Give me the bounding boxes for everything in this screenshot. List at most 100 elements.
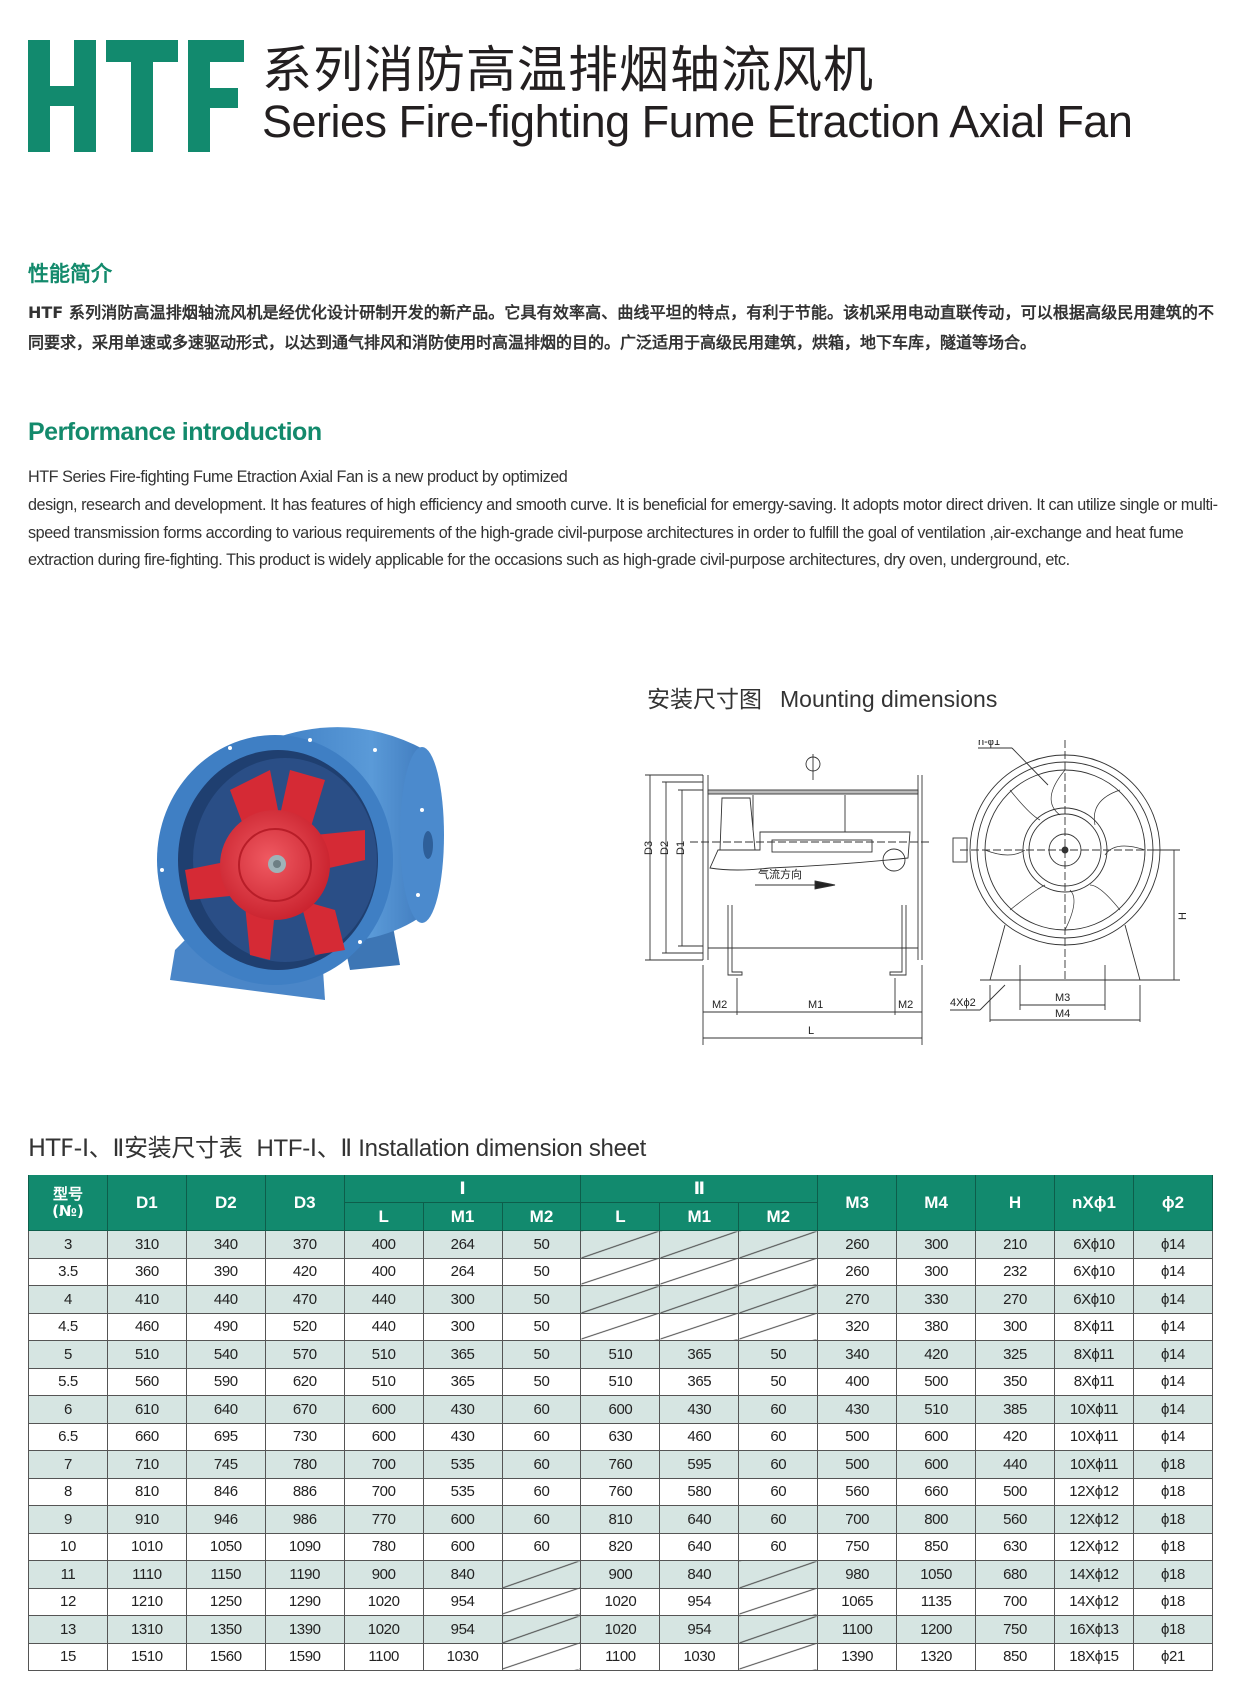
table-cell: 16Xϕ13	[1053, 1615, 1134, 1644]
table-cell: 300	[422, 1285, 503, 1314]
table-cell: 6	[28, 1395, 108, 1424]
table-cell: 510	[896, 1395, 977, 1424]
front-view-drawing: M3 M4 4Xϕ2 H n-ϕ1	[950, 740, 1189, 1022]
table-cell: 470	[264, 1285, 345, 1314]
table-cell: 700	[343, 1477, 424, 1506]
table-cell: 60	[738, 1450, 819, 1479]
table-cell: 4	[28, 1285, 108, 1314]
col-model-no: 型号 (№)	[28, 1175, 108, 1231]
table-cell: 380	[896, 1312, 977, 1341]
table-cell: 460	[106, 1312, 187, 1341]
table-cell: 8Xϕ11	[1053, 1367, 1134, 1396]
table-cell: 440	[185, 1285, 266, 1314]
table-cell: 1110	[106, 1560, 187, 1589]
table-cell: 800	[896, 1505, 977, 1534]
not-applicable-cell	[580, 1285, 661, 1314]
table-row: 5 510 540 570 510 365 50 510 365 50 340 420 325 8Xϕ11…	[28, 1340, 1214, 1369]
table-cell: ϕ14	[1132, 1285, 1214, 1314]
table-cell: 1200	[896, 1615, 977, 1644]
m2-left-label: M2	[712, 999, 727, 1011]
section-heading-en: Performance introduction	[28, 418, 322, 446]
not-applicable-cell	[738, 1642, 819, 1671]
table-cell: 660	[106, 1422, 187, 1451]
table-cell: 400	[817, 1367, 898, 1396]
table-cell: 560	[817, 1477, 898, 1506]
table-cell: 8	[28, 1477, 108, 1506]
table-cell: 270	[975, 1285, 1055, 1314]
m4-label: M4	[1055, 1008, 1070, 1020]
table-cell: 440	[343, 1285, 424, 1314]
table-cell: 640	[659, 1505, 740, 1534]
table-cell: 1050	[185, 1532, 266, 1561]
table-cell: 500	[896, 1367, 977, 1396]
table-cell: 1190	[264, 1560, 345, 1589]
table-cell: 600	[580, 1395, 661, 1424]
table-cell: 600	[343, 1395, 424, 1424]
table-cell: 510	[343, 1367, 424, 1396]
table-cell: 510	[580, 1340, 661, 1369]
table-cell: 600	[343, 1422, 424, 1451]
table-cell: 1010	[106, 1532, 187, 1561]
table-cell: 18Xϕ15	[1053, 1642, 1134, 1671]
not-applicable-cell	[738, 1285, 819, 1314]
not-applicable-cell	[738, 1230, 819, 1259]
table-cell: 10Xϕ11	[1053, 1422, 1134, 1451]
not-applicable-cell	[659, 1230, 740, 1259]
not-applicable-cell	[501, 1560, 582, 1589]
table-cell: 1390	[264, 1615, 345, 1644]
not-applicable-cell	[580, 1257, 661, 1286]
col-d1: D1	[106, 1175, 187, 1231]
mounting-dimensions-title: 安装尺寸图 Mounting dimensions	[647, 680, 997, 714]
table-cell: 1310	[106, 1615, 187, 1644]
not-applicable-cell	[659, 1257, 740, 1286]
table-cell: 710	[106, 1450, 187, 1479]
table-cell: ϕ18	[1132, 1505, 1214, 1534]
table-cell: 264	[422, 1257, 503, 1286]
table-cell: 300	[422, 1312, 503, 1341]
table-cell: 500	[817, 1422, 898, 1451]
table-cell: 260	[817, 1257, 898, 1286]
table-cell: 385	[975, 1395, 1055, 1424]
table-cell: 1210	[106, 1587, 187, 1616]
table-cell: 535	[422, 1477, 503, 1506]
table-cell: 1090	[264, 1532, 345, 1561]
intro-paragraph-en: HTF Series Fire-fighting Fume Etraction …	[28, 464, 1218, 575]
table-cell: 50	[501, 1285, 582, 1314]
table-cell: 1510	[106, 1642, 187, 1671]
mounting-title-cn: 安装尺寸图	[647, 687, 762, 713]
table-cell: 750	[975, 1615, 1055, 1644]
table-cell: 1020	[580, 1587, 661, 1616]
table-cell: 310	[106, 1230, 187, 1259]
table-cell: 10	[28, 1532, 108, 1561]
table-cell: 7	[28, 1450, 108, 1479]
table-cell: 580	[659, 1477, 740, 1506]
table-cell: 510	[106, 1340, 187, 1369]
table-cell: 300	[896, 1230, 977, 1259]
table-cell: 4.5	[28, 1312, 108, 1341]
table-row: 13 1310 1350 1390 1020 954 1020 954 1100 1200 750 1…	[28, 1615, 1214, 1644]
table-cell: 232	[975, 1257, 1055, 1286]
not-applicable-cell	[738, 1587, 819, 1616]
table-cell: 1020	[580, 1615, 661, 1644]
table-row: 7 710 745 780 700 535 60 760 595 60 500 600 440 10Xϕ1…	[28, 1450, 1214, 1479]
table-cell: 640	[659, 1532, 740, 1561]
table-cell: 1150	[185, 1560, 266, 1589]
table-cell: 400	[343, 1230, 424, 1259]
table-cell: 670	[264, 1395, 345, 1424]
table-cell: 1065	[817, 1587, 898, 1616]
table-cell: 886	[264, 1477, 345, 1506]
table-cell: 60	[738, 1395, 819, 1424]
table-cell: 50	[738, 1367, 819, 1396]
table-cell: 820	[580, 1532, 661, 1561]
col-d2: D2	[185, 1175, 266, 1231]
table-cell: 5.5	[28, 1367, 108, 1396]
table-cell: 420	[896, 1340, 977, 1369]
table-row: 6.5 660 695 730 600 430 60 630 460 60 500 600 420 10X…	[28, 1422, 1214, 1451]
table-cell: 910	[106, 1505, 187, 1534]
table-cell: 50	[501, 1367, 582, 1396]
table-cell: 12Xϕ12	[1053, 1477, 1134, 1506]
col-phi2: ϕ2	[1132, 1175, 1214, 1231]
table-cell: 840	[422, 1560, 503, 1589]
table-cell: 440	[975, 1450, 1055, 1479]
table-cell: 1100	[817, 1615, 898, 1644]
